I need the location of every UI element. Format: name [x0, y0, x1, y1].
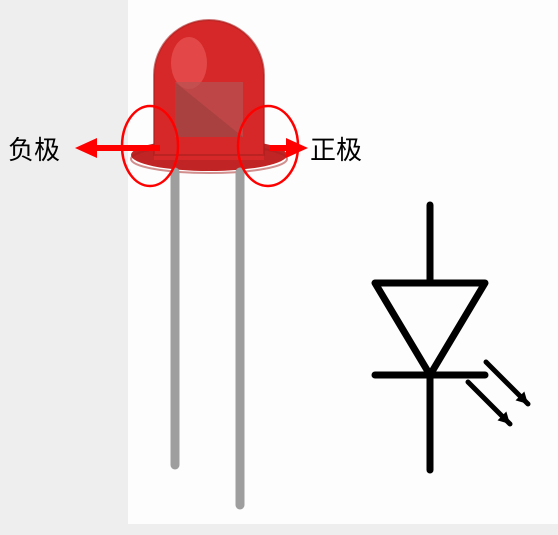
led-highlight	[171, 37, 207, 89]
symbol-triangle	[375, 283, 485, 375]
anode-label: 正极	[310, 130, 362, 167]
diagram-canvas: 负极 正极	[0, 0, 558, 535]
cathode-label: 负极	[8, 130, 60, 167]
diagram-svg	[0, 0, 558, 535]
